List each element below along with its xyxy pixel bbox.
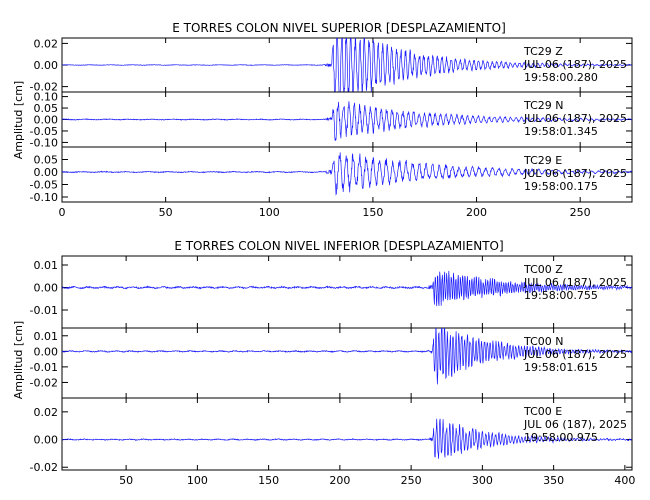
y-tick-label: -0.05: [30, 125, 58, 138]
y-tick-label: 0.00: [34, 282, 59, 295]
x-tick-label: 100: [259, 206, 280, 219]
station-label: TC00 N: [523, 335, 563, 348]
station-label: TC00 Z: [523, 263, 563, 276]
y-tick-label: 0.10: [34, 91, 59, 104]
date-label: JUL 06 (187), 2025: [523, 58, 627, 71]
y-tick-label: 0.01: [34, 259, 59, 272]
y-tick-label: 0.05: [34, 102, 59, 115]
date-label: JUL 06 (187), 2025: [523, 167, 627, 180]
x-tick-label: 100: [187, 474, 208, 487]
date-label: JUL 06 (187), 2025: [523, 348, 627, 361]
y-tick-label: 0.01: [34, 330, 59, 343]
panel-frame: [61, 146, 633, 203]
station-label: TC29 N: [523, 99, 563, 112]
y-axis-label-lower: Amplitud [cm]: [12, 321, 25, 399]
x-tick-label: 200: [466, 206, 487, 219]
date-label: JUL 06 (187), 2025: [523, 418, 627, 431]
y-tick-label: 0.05: [34, 154, 59, 167]
y-tick-label: 0.00: [34, 434, 59, 447]
x-tick-label: 150: [362, 206, 383, 219]
y-tick-label: 0.00: [34, 166, 59, 179]
x-tick-label: 200: [329, 474, 350, 487]
trace-e: [62, 418, 632, 459]
date-label: JUL 06 (187), 2025: [523, 276, 627, 289]
x-tick-label: 50: [159, 206, 173, 219]
chart-title-lower: E TORRES COLON NIVEL INFERIOR [DESPLAZAM…: [174, 239, 503, 253]
time-label: 19:58:00.280: [524, 71, 598, 84]
time-label: 19:58:00.175: [524, 180, 598, 193]
y-tick-label: -0.02: [30, 376, 58, 389]
y-tick-label: -0.02: [30, 81, 58, 94]
y-tick-label: 0.02: [34, 37, 59, 50]
y-tick-label: -0.01: [30, 304, 58, 317]
x-tick-label: 250: [401, 474, 422, 487]
y-tick-label: -0.05: [30, 179, 58, 192]
x-tick-label: 50: [119, 474, 133, 487]
y-axis-label-upper: Amplitud [cm]: [12, 81, 25, 159]
time-label: 19:58:01.615: [524, 361, 598, 374]
y-tick-label: 0.00: [34, 114, 59, 127]
station-label: TC29 Z: [523, 45, 563, 58]
x-tick-label: 0: [59, 206, 66, 219]
x-tick-label: 350: [543, 474, 564, 487]
station-label: TC29 E: [523, 154, 562, 167]
time-label: 19:58:00.975: [524, 431, 598, 444]
date-label: JUL 06 (187), 2025: [523, 112, 627, 125]
y-tick-label: -0.10: [30, 191, 58, 204]
trace-e: [62, 152, 632, 196]
station-label: TC00 E: [523, 405, 562, 418]
time-label: 19:58:01.345: [524, 125, 598, 138]
y-tick-label: 0.00: [34, 345, 59, 358]
chart-title-upper: E TORRES COLON NIVEL SUPERIOR [DESPLAZAM…: [172, 21, 506, 35]
x-tick-label: 400: [614, 474, 635, 487]
trace-z: [62, 270, 632, 307]
trace-n: [62, 101, 632, 141]
trace-z: [62, 38, 632, 92]
y-tick-label: 0.00: [34, 59, 59, 72]
trace-n: [62, 328, 632, 385]
x-tick-label: 300: [472, 474, 493, 487]
y-tick-label: 0.02: [34, 406, 59, 419]
time-label: 19:58:00.755: [524, 289, 598, 302]
x-tick-label: 250: [570, 206, 591, 219]
y-tick-label: -0.02: [30, 461, 58, 474]
panel-frame: [61, 397, 633, 471]
x-tick-label: 150: [258, 474, 279, 487]
y-tick-label: -0.01: [30, 361, 58, 374]
y-tick-label: -0.10: [30, 136, 58, 149]
